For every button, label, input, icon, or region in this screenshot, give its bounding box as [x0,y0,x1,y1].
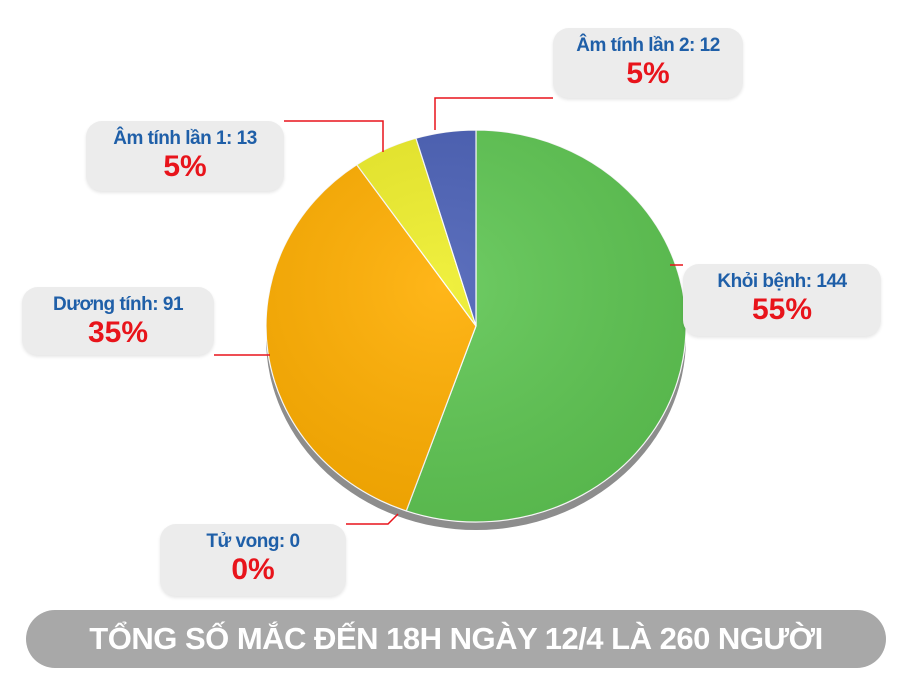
slice-label-name: Khỏi bệnh: 144 [717,271,847,292]
slice-label-am-tinh-1: Âm tính lần 1: 13 5% [86,121,284,191]
slice-label-name: Âm tính lần 1: 13 [113,128,257,149]
leader-lines [214,97,683,525]
slice-label-name: Dương tính: 91 [52,294,184,315]
slice-label-percent: 35% [87,316,149,349]
slice-label-percent: 55% [751,293,813,326]
slice-label-name: Tử vong: 0 [206,531,300,552]
total-banner: TỔNG SỐ MẮC ĐẾN 18H NGÀY 12/4 LÀ 260 NGƯ… [26,610,886,668]
slice-label-percent: 0% [231,553,275,586]
pie-shading [266,130,686,522]
leader-line-tu [346,513,399,525]
slice-label-duong-tinh: Dương tính: 91 35% [22,287,214,355]
slice-label-percent: 5% [626,57,670,90]
leader-line-am2 [434,97,553,130]
slice-label-tu-vong: Tử vong: 0 0% [160,524,346,596]
leader-line-am1 [284,120,384,152]
slice-label-name: Âm tính lần 2: 12 [576,35,720,56]
slice-label-percent: 5% [163,150,207,183]
slice-label-khoi-benh: Khỏi bệnh: 144 55% [683,264,881,336]
slice-label-am-tinh-2: Âm tính lần 2: 12 5% [553,28,743,98]
